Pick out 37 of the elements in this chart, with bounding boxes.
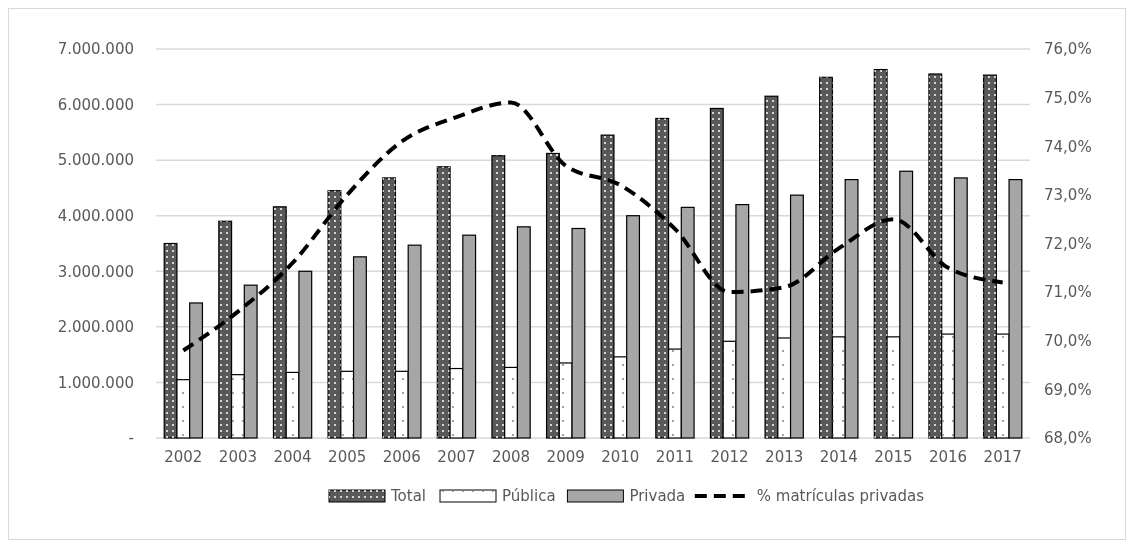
x-tick-label: 2007 [437, 448, 476, 466]
x-tick-label: 2005 [328, 448, 367, 466]
legend-label: % matrículas privadas [756, 487, 925, 506]
y-tick-label: 6.000.000 [57, 95, 134, 114]
legend-label: Total [390, 487, 427, 506]
legend-label: Privada [629, 487, 686, 506]
y2-tick-label: 74,0% [1044, 137, 1092, 156]
x-tick-label: 2002 [164, 448, 203, 466]
x-tick-label: 2015 [874, 448, 913, 466]
y2-tick-label: 71,0% [1044, 283, 1092, 302]
x-tick-label: 2003 [218, 448, 258, 466]
y2-tick-label: 70,0% [1044, 332, 1092, 350]
legend-label: Pública [502, 487, 556, 506]
y-tick-label: - [128, 429, 134, 448]
y2-tick-label: 68,0% [1044, 429, 1092, 448]
x-tick-label: 2013 [765, 448, 804, 466]
x-tick-label: 2014 [819, 448, 858, 466]
y-tick-label: 1.000.000 [57, 373, 134, 392]
x-tick-label: 2017 [983, 448, 1022, 466]
x-tick-label: 2006 [382, 448, 421, 466]
y2-tick-label: 73,0% [1044, 186, 1092, 205]
x-tick-label: 2012 [710, 448, 749, 466]
x-tick-label: 2011 [655, 448, 695, 466]
x-tick-label: 2016 [928, 448, 968, 466]
y-tick-label: 4.000.000 [57, 206, 134, 225]
x-tick-label: 2008 [491, 448, 531, 466]
y2-tick-label: 69,0% [1044, 380, 1092, 399]
x-tick-label: 2010 [601, 448, 640, 466]
y-tick-label: 5.000.000 [57, 151, 134, 170]
y2-tick-label: 75,0% [1044, 88, 1092, 107]
y2-tick-label: 76,0% [1044, 40, 1092, 59]
y-tick-label: 7.000.000 [57, 40, 134, 59]
y-tick-label: 2.000.000 [57, 318, 134, 337]
y2-tick-label: 72,0% [1044, 234, 1092, 253]
x-tick-label: 2004 [273, 448, 312, 466]
y-tick-label: 3.000.000 [57, 262, 134, 281]
x-tick-label: 2009 [546, 448, 585, 466]
